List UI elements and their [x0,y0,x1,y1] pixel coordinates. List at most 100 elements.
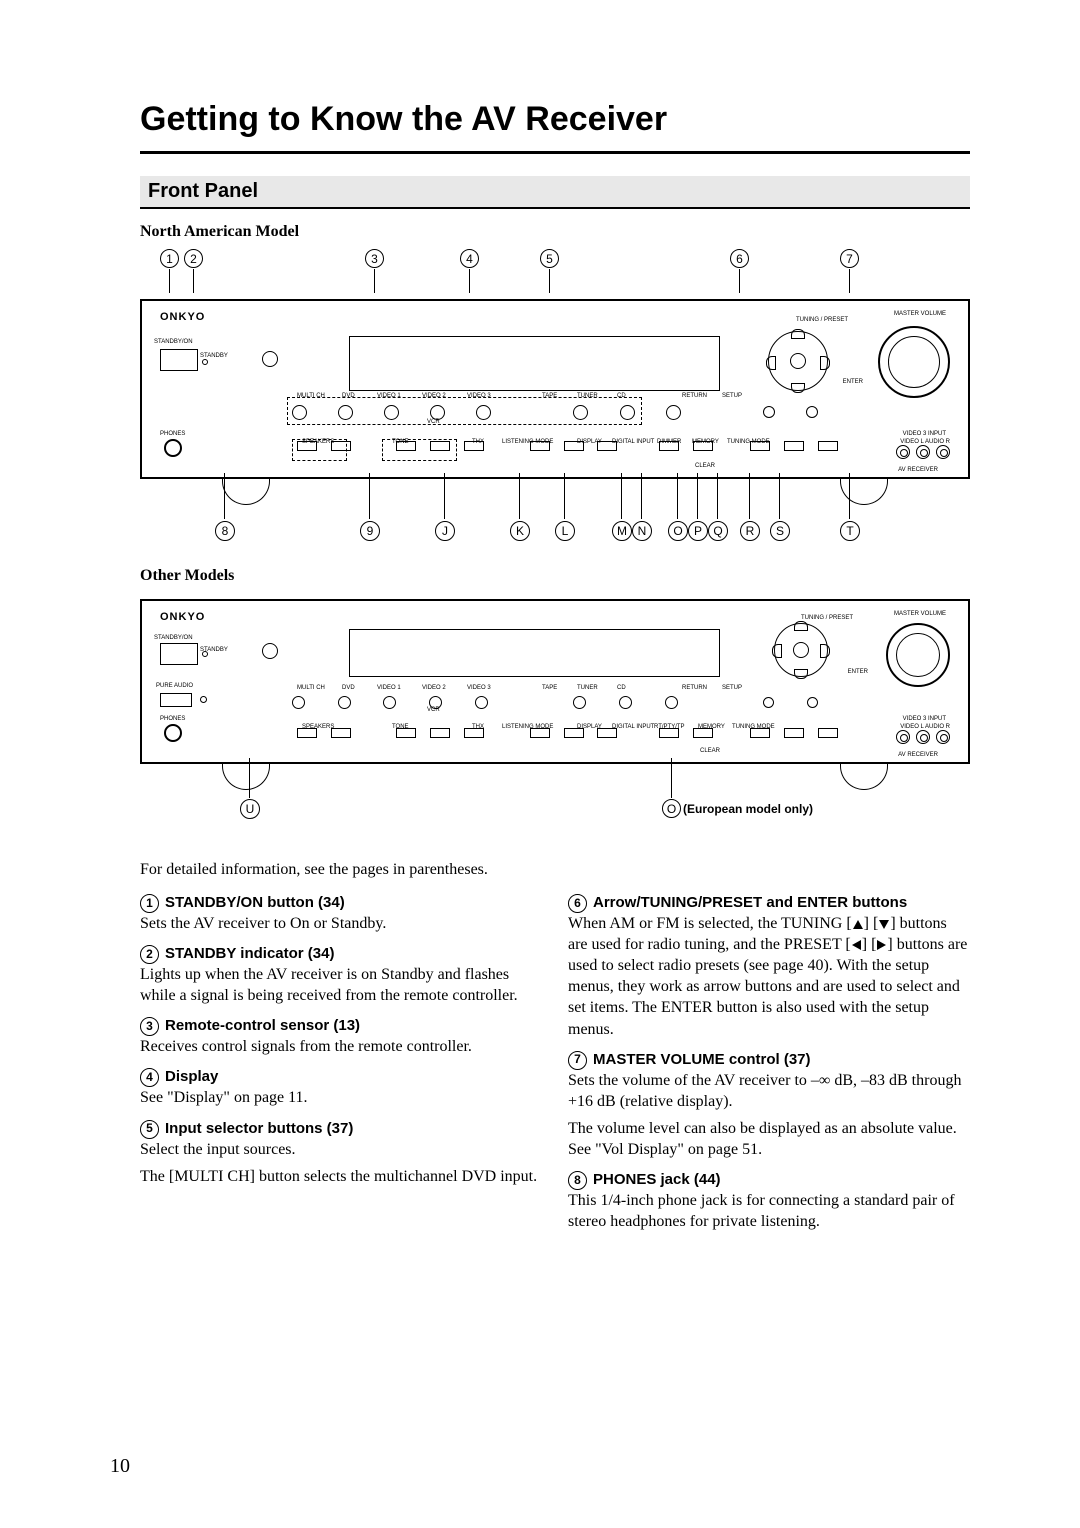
callout-15: O [668,521,688,541]
brand-logo: ONKYO [160,311,205,323]
callout-5: 5 [540,249,559,268]
item-body: Lights up when the AV receiver is on Sta… [140,964,542,1006]
label-tuning-preset: TUNING / PRESET [796,317,848,323]
description-item: 5Input selector buttons (37)Select the i… [140,1119,542,1187]
lbl: RETURN [682,685,707,691]
bottom-button-row [297,441,838,455]
description-item: 6 Arrow/TUNING/PRESET and ENTER buttonsWh… [568,893,970,1040]
diagram-other-models: ONKYO MASTER VOLUME TUNING / PRESET ENTE… [140,593,970,843]
right-column: 6 Arrow/TUNING/PRESET and ENTER buttonsWh… [568,893,970,1242]
callout-8: 8 [215,521,235,541]
callout-15b: O [662,799,681,818]
note-15-wrap: O (European model only) [662,799,813,818]
phones-jack [164,439,182,457]
item-body: When AM or FM is selected, the TUNING []… [568,913,970,1040]
callout-17: Q [708,521,728,541]
callout-9: 9 [360,521,380,541]
model-label-na: North American Model [140,223,970,241]
item-body: See "Display" on page 11. [140,1087,542,1108]
item-number: 4 [140,1068,159,1087]
pure-audio-btn [160,693,192,707]
description-item: 8PHONES jack (44)This 1/4-inch phone jac… [568,1170,970,1232]
speakers-box [292,439,347,461]
dpad [768,331,828,391]
item-paragraph: See "Display" on page 11. [140,1087,542,1108]
ir-sensor [262,351,278,367]
display-panel-2 [349,629,721,677]
standby-button-2 [160,643,198,665]
description-item: 2 STANDBY indicator (34)Lights up when th… [140,944,542,1006]
label-master-volume: MASTER VOLUME [894,311,946,317]
lbl: VIDEO 1 [377,685,401,691]
item-number: 2 [140,945,159,964]
lead-15-note [671,758,672,798]
dpad-2 [774,623,828,677]
lbl: STANDBY/ON [154,635,193,641]
item-body: Select the input sources.The [MULTI CH] … [140,1139,542,1187]
page-title: Getting to Know the AV Receiver [140,100,970,139]
callout-20: T [840,521,860,541]
label-phones: PHONES [160,431,185,437]
lbl: AV RECEIVER [898,467,938,473]
callout-14: N [632,521,652,541]
item-number: 3 [140,1017,159,1036]
item-title: PHONES jack (44) [593,1170,721,1190]
lbl: MULTI CH [297,685,325,691]
item-title: Display [165,1067,218,1087]
callout-6: 6 [730,249,749,268]
description-item: 1STANDBY/ON button (34)Sets the AV recei… [140,893,542,934]
item-paragraph: Lights up when the AV receiver is on Sta… [140,964,542,1006]
item-title: Input selector buttons (37) [165,1119,353,1139]
item-number: 6 [568,894,587,913]
foot-left [222,479,270,505]
model-label-other: Other Models [140,567,970,585]
item-title: MASTER VOLUME control (37) [593,1050,811,1070]
brand-logo-2: ONKYO [160,611,205,623]
callout-3: 3 [365,249,384,268]
item-body: Sets the volume of the AV receiver to –∞… [568,1070,970,1160]
callout-21: U [240,799,260,819]
callout-10: J [435,521,455,541]
lbl: SETUP [722,685,742,691]
item-paragraph: Receives control signals from the remote… [140,1036,542,1057]
phones-jack-2 [164,724,182,742]
section-header: Front Panel [140,176,970,209]
item-paragraph: Sets the volume of the AV receiver to –∞… [568,1070,970,1112]
item-paragraph: Sets the AV receiver to On or Standby. [140,913,542,934]
description-columns: 1STANDBY/ON button (34)Sets the AV recei… [140,893,970,1242]
item-body: Receives control signals from the remote… [140,1036,542,1057]
lbl: VIDEO 3 INPUT [903,716,946,722]
callout-7: 7 [840,249,859,268]
lbl: CD [617,685,626,691]
standby-led-2 [202,651,208,657]
item-title: Remote-control sensor (13) [165,1016,360,1036]
description-item: 7 MASTER VOLUME control (37)Sets the volu… [568,1050,970,1160]
lbl: CLEAR [695,463,715,469]
page-number: 10 [110,1455,130,1478]
callout-16: P [688,521,708,541]
lbl: RETURN [682,393,707,399]
foot-right-2 [840,764,888,790]
foot-right [840,479,888,505]
pure-audio-led [200,696,207,703]
tone-box [382,439,457,461]
description-item: 3 Remote-control sensor (13)Receives cont… [140,1016,542,1057]
lbl: VIDEO 3 INPUT [903,431,946,437]
callout-12: L [555,521,575,541]
callout-row-bottom: 8 9 J K L M N O P Q R S T [140,521,970,545]
intro-text: For detailed information, see the pages … [140,861,970,879]
bottom-button-row-2 [297,728,838,742]
item-paragraph: This 1/4-inch phone jack is for connecti… [568,1190,970,1232]
item-title: STANDBY indicator (34) [165,944,334,964]
lbl: PHONES [160,716,185,722]
item-title: Arrow/TUNING/PRESET and ENTER buttons [593,893,907,913]
item-paragraph: Select the input sources. [140,1139,542,1160]
lbl: ENTER [848,669,868,675]
display-panel [349,336,721,391]
item-number: 7 [568,1051,587,1070]
label-standby-on: STANDBY/ON [154,339,193,345]
callout-2: 2 [184,249,203,268]
standby-button [160,349,198,371]
lbl: DVD [342,685,355,691]
item-body: This 1/4-inch phone jack is for connecti… [568,1190,970,1232]
